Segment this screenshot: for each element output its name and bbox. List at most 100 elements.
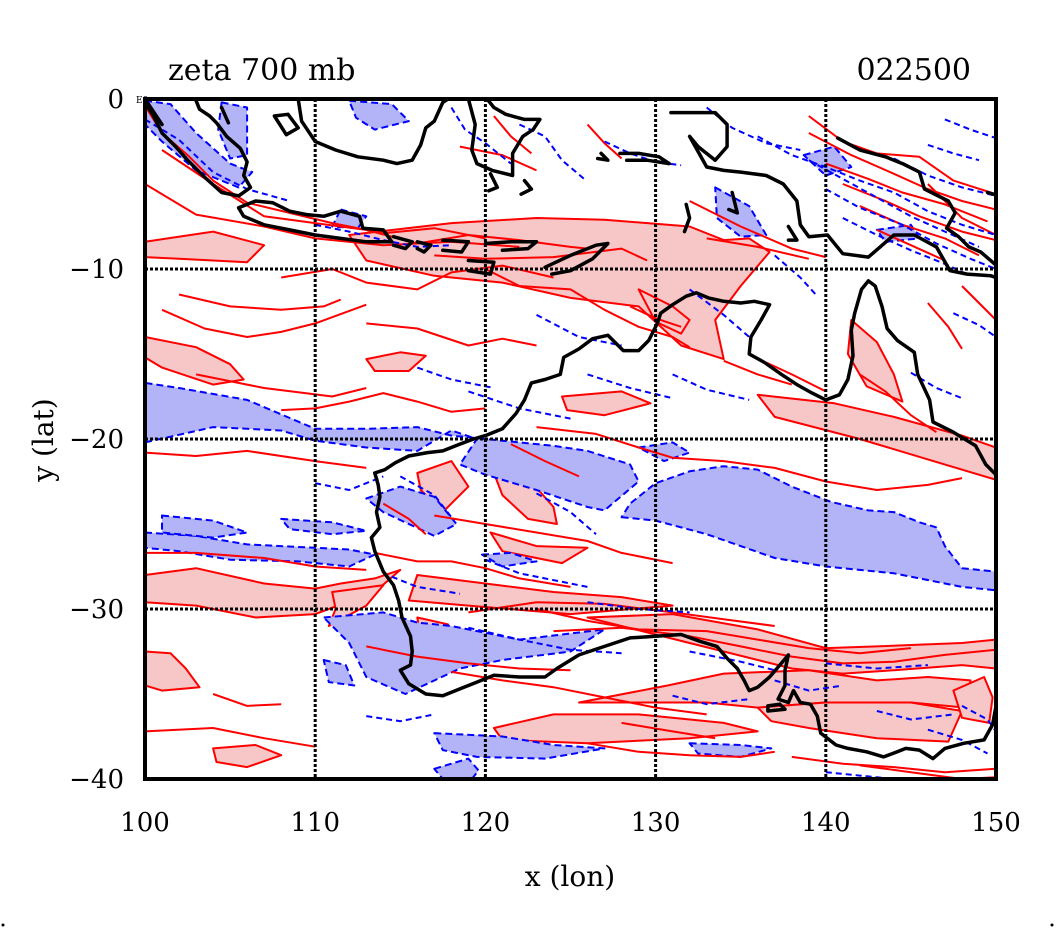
negative-contour-line [416, 366, 495, 389]
negative-contour-line [825, 188, 996, 270]
positive-vorticity-region [145, 650, 201, 692]
negative-vorticity-region [714, 186, 768, 238]
positive-vorticity-region [846, 319, 904, 403]
negative-vorticity-region [481, 551, 538, 568]
positive-contour-line [145, 449, 367, 469]
corner-dot-bottom-right [1050, 923, 1054, 927]
negative-contour-line [366, 713, 435, 723]
negative-contour-line [468, 626, 622, 655]
x-tick-label: 100 [120, 808, 170, 838]
y-tick-label: −30 [69, 595, 124, 625]
positive-contour-line [927, 302, 963, 350]
coastline [466, 99, 542, 178]
positive-vorticity-region [145, 336, 245, 386]
gridlines [145, 99, 996, 779]
positive-vorticity-region [145, 230, 266, 264]
positive-contour-line [723, 359, 793, 386]
negative-contour-line [689, 288, 750, 338]
coastline [487, 172, 500, 193]
coastline [369, 471, 996, 761]
positive-contour-line [621, 721, 716, 740]
y-tick-label: −10 [69, 255, 124, 285]
x-tick-label: 120 [461, 808, 511, 838]
negative-contour-line [927, 728, 988, 755]
positive-contour-line [765, 361, 827, 393]
x-tick-label: 130 [631, 808, 681, 838]
negative-contour-line [672, 373, 750, 401]
positive-contour-line [281, 392, 486, 413]
negative-contour-line [876, 710, 954, 721]
positive-contour-line [706, 237, 810, 260]
positive-contour-line [961, 285, 996, 321]
coastline [236, 199, 394, 244]
negative-vorticity-region [322, 659, 356, 687]
positive-contour-line [876, 228, 946, 262]
positive-contour-line [382, 502, 427, 535]
negative-contour-line [672, 694, 750, 706]
negative-contour-line [315, 475, 384, 491]
coastline [391, 234, 414, 251]
positive-contour-line [195, 373, 367, 398]
coastline [441, 238, 471, 254]
coastline [595, 151, 610, 162]
positive-vorticity-region [492, 713, 759, 745]
negative-vorticity-region [322, 611, 606, 695]
positive-contour-line [434, 247, 648, 262]
positive-contour-line [366, 322, 537, 347]
positive-contour-line [374, 551, 571, 588]
negative-contour-line [689, 650, 775, 672]
coastline [985, 190, 996, 197]
coastline [727, 190, 740, 215]
negative-contour-line [825, 662, 928, 670]
negative-contour-line [536, 314, 622, 347]
positive-contour-line [536, 426, 963, 491]
positive-contour-line [484, 268, 691, 349]
negative-vorticity-region [348, 99, 410, 131]
negative-contour-line [927, 143, 980, 162]
y-axis-label: y (lat) [27, 398, 60, 482]
positive-contour-line [808, 132, 996, 211]
positive-vorticity-region [586, 613, 996, 675]
plot-frame [143, 97, 998, 781]
x-tick-label: 150 [971, 808, 1021, 838]
negative-vorticity-region [620, 465, 996, 592]
coastlines [145, 99, 996, 779]
negative-vorticity-region [365, 485, 458, 537]
positive-vorticity-region [561, 390, 652, 417]
positive-contour-line [586, 123, 623, 160]
coastline [669, 110, 996, 280]
positive-contour-line [145, 727, 316, 748]
coastline [483, 240, 539, 253]
negative-vorticity-region [688, 742, 773, 758]
x-axis-label: x (lon) [525, 860, 615, 893]
coastline [618, 151, 671, 166]
y-tick-label: −40 [69, 765, 124, 795]
positive-contour-line [629, 305, 682, 328]
negative-contour-line [952, 312, 996, 338]
positive-contour-line [161, 303, 367, 338]
x-tick-label: 140 [801, 808, 851, 838]
coastline [519, 178, 534, 196]
positive-contour-line [536, 608, 911, 655]
positive-contour-line [451, 670, 707, 716]
coastline [766, 702, 787, 713]
negative-contour-line [399, 475, 453, 518]
coastline [272, 112, 300, 137]
negative-vorticity-region [145, 531, 376, 568]
negative-contour-line [808, 159, 980, 248]
negative-contour-line [893, 157, 996, 197]
negative-vorticity-region [145, 381, 640, 512]
coastline [145, 99, 164, 127]
chart-title: zeta 700 mb [168, 53, 356, 88]
positive-contour-line [553, 626, 996, 665]
negative-contour-line [587, 601, 690, 614]
positive-contour-line [366, 645, 571, 672]
negative-contour-line [587, 373, 673, 400]
positive-contour-line [493, 115, 533, 155]
coastline [835, 136, 996, 268]
negative-contour-line [604, 140, 682, 167]
y-axis-ticks: 0 −10 −20 −30 −40 [69, 85, 124, 795]
positive-vorticity-region [952, 676, 994, 724]
x-axis-ticks: 100 110 120 130 140 150 [120, 808, 1021, 838]
positive-vorticity-region [212, 744, 283, 769]
